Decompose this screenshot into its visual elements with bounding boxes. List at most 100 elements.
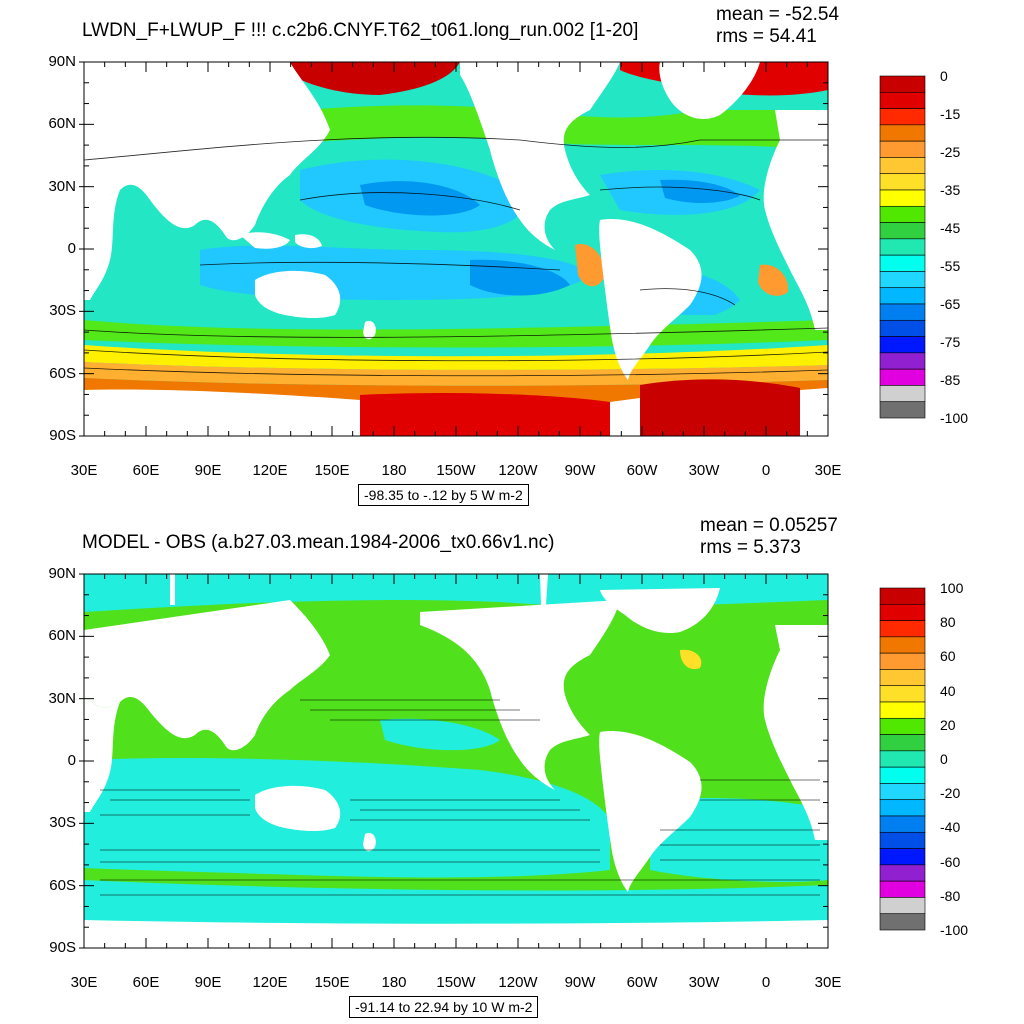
bottom-mean-label: mean = 0.05257 bbox=[700, 515, 838, 536]
lat-label: 60S bbox=[49, 876, 76, 894]
colorbar-swatch bbox=[879, 799, 926, 817]
colorbar-swatch bbox=[879, 336, 926, 354]
lat-label: 60S bbox=[49, 364, 76, 382]
lat-label: 90S bbox=[49, 939, 76, 956]
colorbar-label: 20 bbox=[940, 716, 956, 733]
lon-label: 150E bbox=[314, 974, 350, 991]
colorbar-label: 40 bbox=[940, 682, 956, 699]
colorbar-swatch bbox=[879, 669, 926, 687]
bottom-rms-label: rms = 5.373 bbox=[700, 537, 801, 558]
colorbar-label: -100 bbox=[940, 410, 969, 426]
colorbar-swatch bbox=[879, 652, 926, 670]
colorbar-swatch bbox=[879, 303, 926, 321]
colorbar-label: -85 bbox=[940, 372, 961, 388]
lon-label: 180 bbox=[381, 974, 407, 991]
colorbar-swatch bbox=[879, 368, 926, 386]
colorbar-label: 80 bbox=[940, 614, 956, 631]
colorbar-swatch bbox=[879, 913, 926, 931]
lat-label: 30N bbox=[48, 177, 76, 195]
lon-label: 150E bbox=[314, 462, 350, 479]
colorbar-swatch bbox=[879, 603, 926, 621]
colorbar-swatch bbox=[879, 140, 926, 158]
lon-label: 0 bbox=[761, 974, 771, 991]
colorbar-swatch bbox=[879, 385, 926, 403]
lat-label: 0 bbox=[67, 752, 76, 769]
colorbar-swatch bbox=[879, 173, 926, 191]
colorbar-label: -55 bbox=[940, 258, 961, 274]
lat-label: 90N bbox=[48, 53, 76, 70]
colorbar-swatch bbox=[879, 287, 926, 305]
colorbar-label: -65 bbox=[940, 296, 961, 312]
lon-label: 90E bbox=[194, 462, 222, 479]
colorbar-swatch bbox=[879, 205, 926, 223]
lat-label: 90S bbox=[49, 427, 76, 444]
bottom-panel-title: MODEL - OBS (a.b27.03.mean.1984-2006_tx0… bbox=[82, 532, 555, 553]
lon-label: 150W bbox=[436, 974, 476, 991]
colorbar-swatch bbox=[879, 636, 926, 654]
top-map bbox=[84, 62, 828, 436]
lon-label: 90E bbox=[194, 974, 222, 991]
top-land bbox=[84, 62, 828, 436]
colorbar-swatch bbox=[879, 254, 926, 272]
colorbar-label: -25 bbox=[940, 144, 961, 160]
colorbar-swatch bbox=[879, 75, 926, 93]
colorbar-swatch bbox=[879, 848, 926, 866]
colorbar-swatch bbox=[879, 271, 926, 289]
colorbar-label: -15 bbox=[940, 106, 961, 122]
colorbar-label: -60 bbox=[940, 853, 961, 870]
colorbar-swatch bbox=[879, 124, 926, 142]
bottom-range-label: -91.14 to 22.94 by 10 W m-2 bbox=[349, 996, 539, 1018]
colorbar-swatch bbox=[879, 815, 926, 833]
colorbar-label: -40 bbox=[940, 819, 961, 836]
colorbar-swatch bbox=[879, 717, 926, 735]
top-colorbar bbox=[879, 75, 926, 419]
lat-label: 30N bbox=[48, 689, 76, 707]
lon-label: 60W bbox=[626, 974, 658, 991]
colorbar-swatch bbox=[879, 587, 926, 605]
lat-label: 0 bbox=[67, 240, 76, 257]
bottom-map bbox=[84, 574, 828, 948]
lat-label: 60N bbox=[48, 115, 76, 133]
bottom-contours bbox=[100, 699, 820, 896]
colorbar-label: 60 bbox=[940, 648, 956, 665]
lat-label: 90N bbox=[48, 565, 76, 582]
colorbar-swatch bbox=[879, 319, 926, 337]
bottom-colorbar bbox=[879, 587, 926, 931]
colorbar-swatch bbox=[879, 157, 926, 175]
lon-label: 30E bbox=[70, 974, 98, 991]
colorbar-swatch bbox=[879, 701, 926, 719]
lon-label: 30W bbox=[688, 462, 720, 479]
colorbar-swatch bbox=[879, 352, 926, 370]
lon-label: 120W bbox=[498, 974, 538, 991]
lon-label: 150W bbox=[436, 462, 476, 479]
lat-label: 30S bbox=[49, 302, 76, 320]
colorbar-swatch bbox=[879, 189, 926, 207]
colorbar-swatch bbox=[879, 108, 926, 126]
axis-ticks bbox=[79, 61, 829, 949]
colorbar-swatch bbox=[879, 864, 926, 882]
lon-label: 120E bbox=[252, 974, 288, 991]
colorbar-swatch bbox=[879, 620, 926, 638]
lon-label: 30E bbox=[70, 462, 98, 479]
top-panel-title: LWDN_F+LWUP_F !!! c.c2b6.CNYF.T62_t061.l… bbox=[82, 20, 639, 41]
top-mean-label: mean = -52.54 bbox=[716, 4, 840, 25]
colorbar-swatch bbox=[879, 734, 926, 752]
lon-label: 30E bbox=[814, 974, 842, 991]
colorbar-swatch bbox=[879, 897, 926, 915]
top-range-label: -98.35 to -.12 by 5 W m-2 bbox=[358, 484, 529, 506]
lon-label: 90W bbox=[564, 974, 596, 991]
top-rms-label: rms = 54.41 bbox=[716, 26, 817, 47]
colorbar-label: -75 bbox=[940, 334, 961, 350]
top-contours bbox=[84, 136, 828, 377]
lon-label: 90W bbox=[564, 462, 596, 479]
colorbar-label: -35 bbox=[940, 182, 961, 198]
colorbar-label: 100 bbox=[940, 580, 964, 596]
lon-label: 60E bbox=[132, 462, 160, 479]
lat-label: 30S bbox=[49, 814, 76, 832]
colorbar-label: -100 bbox=[940, 922, 969, 938]
colorbar-swatch bbox=[879, 783, 926, 801]
colorbar-swatch bbox=[879, 880, 926, 898]
colorbar-swatch bbox=[879, 91, 926, 109]
colorbar-label: -45 bbox=[940, 220, 961, 236]
